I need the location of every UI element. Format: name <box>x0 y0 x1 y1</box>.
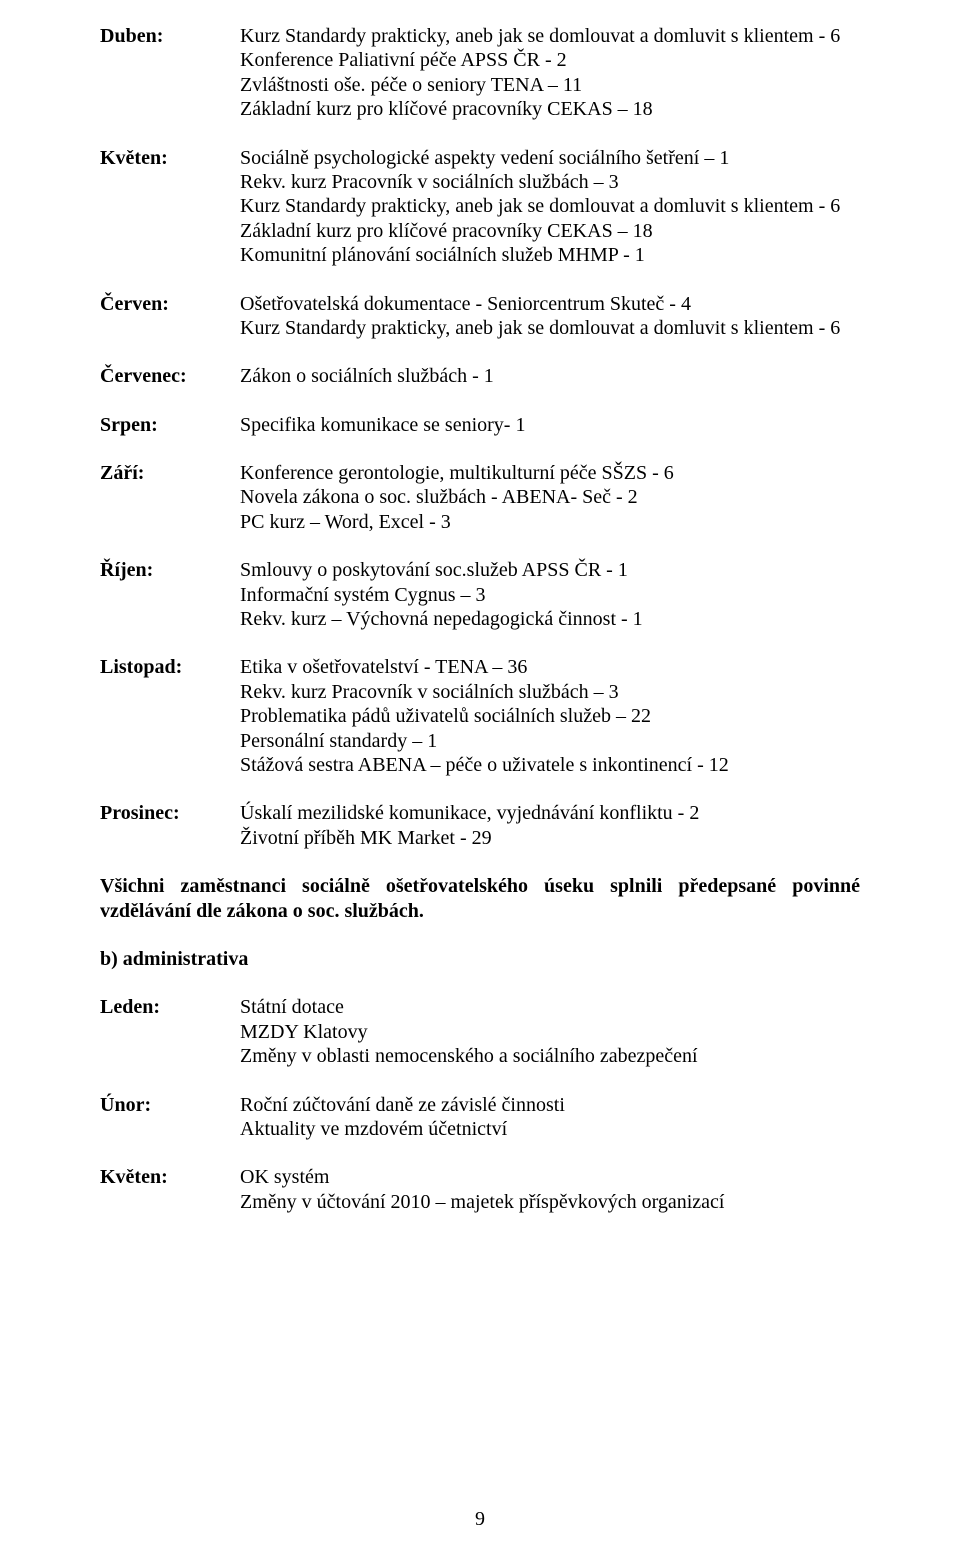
content-line: Zákon o sociálních službách - 1 <box>240 364 860 388</box>
content-line: PC kurz – Word, Excel - 3 <box>240 510 860 534</box>
content-line: MZDY Klatovy <box>240 1020 860 1044</box>
month-content: Specifika komunikace se seniory- 1 <box>240 413 860 437</box>
content-line: Zvláštnosti oše. péče o seniory TENA – 1… <box>240 73 860 97</box>
month-content: Sociálně psychologické aspekty vedení so… <box>240 146 860 268</box>
content-line: Sociálně psychologické aspekty vedení so… <box>240 146 860 170</box>
month-section: Únor:Roční zúčtování daně ze závislé čin… <box>100 1093 860 1142</box>
content-line: Kurz Standardy prakticky, aneb jak se do… <box>240 316 860 340</box>
content-line: Komunitní plánování sociálních služeb MH… <box>240 243 860 267</box>
content-line: Specifika komunikace se seniory- 1 <box>240 413 860 437</box>
month-section: Květen:OK systémZměny v účtování 2010 – … <box>100 1165 860 1214</box>
month-content: OK systémZměny v účtování 2010 – majetek… <box>240 1165 860 1214</box>
month-label: Prosinec: <box>100 801 240 825</box>
summary-paragraph: Všichni zaměstnanci sociálně ošetřovatel… <box>100 874 860 923</box>
month-section: Leden:Státní dotaceMZDY KlatovyZměny v o… <box>100 995 860 1068</box>
content-line: Novela zákona o soc. službách - ABENA- S… <box>240 485 860 509</box>
content-line: Rekv. kurz – Výchovná nepedagogická činn… <box>240 607 860 631</box>
content-line: Stážová sestra ABENA – péče o uživatele … <box>240 753 860 777</box>
month-label: Září: <box>100 461 240 485</box>
month-label: Červenec: <box>100 364 240 388</box>
month-section: Duben:Kurz Standardy prakticky, aneb jak… <box>100 24 860 122</box>
content-line: Problematika pádů uživatelů sociálních s… <box>240 704 860 728</box>
content-line: Aktuality ve mzdovém účetnictví <box>240 1117 860 1141</box>
month-label: Duben: <box>100 24 240 48</box>
month-label: Říjen: <box>100 558 240 582</box>
content-line: Etika v ošetřovatelství - TENA – 36 <box>240 655 860 679</box>
month-label: Květen: <box>100 1165 240 1189</box>
content-line: OK systém <box>240 1165 860 1189</box>
month-label: Listopad: <box>100 655 240 679</box>
content-line: Změny v účtování 2010 – majetek příspěvk… <box>240 1190 860 1214</box>
content-line: Smlouvy o poskytování soc.služeb APSS ČR… <box>240 558 860 582</box>
month-label: Únor: <box>100 1093 240 1117</box>
content-line: Konference gerontologie, multikulturní p… <box>240 461 860 485</box>
content-line: Kurz Standardy prakticky, aneb jak se do… <box>240 24 860 48</box>
content-line: Úskalí mezilidské komunikace, vyjednáván… <box>240 801 860 825</box>
month-content: Ošetřovatelská dokumentace - Seniorcentr… <box>240 292 860 341</box>
month-content: Smlouvy o poskytování soc.služeb APSS ČR… <box>240 558 860 631</box>
content-line: Rekv. kurz Pracovník v sociálních službá… <box>240 170 860 194</box>
month-label: Červen: <box>100 292 240 316</box>
content-line: Informační systém Cygnus – 3 <box>240 583 860 607</box>
content-line: Personální standardy – 1 <box>240 729 860 753</box>
month-label: Leden: <box>100 995 240 1019</box>
content-line: Základní kurz pro klíčové pracovníky CEK… <box>240 97 860 121</box>
content-line: Ošetřovatelská dokumentace - Seniorcentr… <box>240 292 860 316</box>
content-line: Změny v oblasti nemocenského a sociálníh… <box>240 1044 860 1068</box>
content-line: Kurz Standardy prakticky, aneb jak se do… <box>240 194 860 218</box>
month-content: Zákon o sociálních službách - 1 <box>240 364 860 388</box>
month-content: Státní dotaceMZDY KlatovyZměny v oblasti… <box>240 995 860 1068</box>
content-line: Státní dotace <box>240 995 860 1019</box>
month-section: Prosinec:Úskalí mezilidské komunikace, v… <box>100 801 860 850</box>
month-section: Srpen:Specifika komunikace se seniory- 1 <box>100 413 860 437</box>
month-content: Konference gerontologie, multikulturní p… <box>240 461 860 534</box>
subheading-b: b) administrativa <box>100 947 860 971</box>
month-section: Říjen:Smlouvy o poskytování soc.služeb A… <box>100 558 860 631</box>
month-section: Červen:Ošetřovatelská dokumentace - Seni… <box>100 292 860 341</box>
month-label: Květen: <box>100 146 240 170</box>
page-number: 9 <box>100 1507 860 1531</box>
content-line: Rekv. kurz Pracovník v sociálních službá… <box>240 680 860 704</box>
month-section: Květen:Sociálně psychologické aspekty ve… <box>100 146 860 268</box>
month-section: Listopad:Etika v ošetřovatelství - TENA … <box>100 655 860 777</box>
month-content: Kurz Standardy prakticky, aneb jak se do… <box>240 24 860 122</box>
content-line: Konference Paliativní péče APSS ČR - 2 <box>240 48 860 72</box>
month-section: Září:Konference gerontologie, multikultu… <box>100 461 860 534</box>
month-content: Úskalí mezilidské komunikace, vyjednáván… <box>240 801 860 850</box>
month-label: Srpen: <box>100 413 240 437</box>
content-line: Životní příběh MK Market - 29 <box>240 826 860 850</box>
content-line: Základní kurz pro klíčové pracovníky CEK… <box>240 219 860 243</box>
content-line: Roční zúčtování daně ze závislé činnosti <box>240 1093 860 1117</box>
month-section: Červenec:Zákon o sociálních službách - 1 <box>100 364 860 388</box>
month-content: Roční zúčtování daně ze závislé činnosti… <box>240 1093 860 1142</box>
month-content: Etika v ošetřovatelství - TENA – 36Rekv.… <box>240 655 860 777</box>
